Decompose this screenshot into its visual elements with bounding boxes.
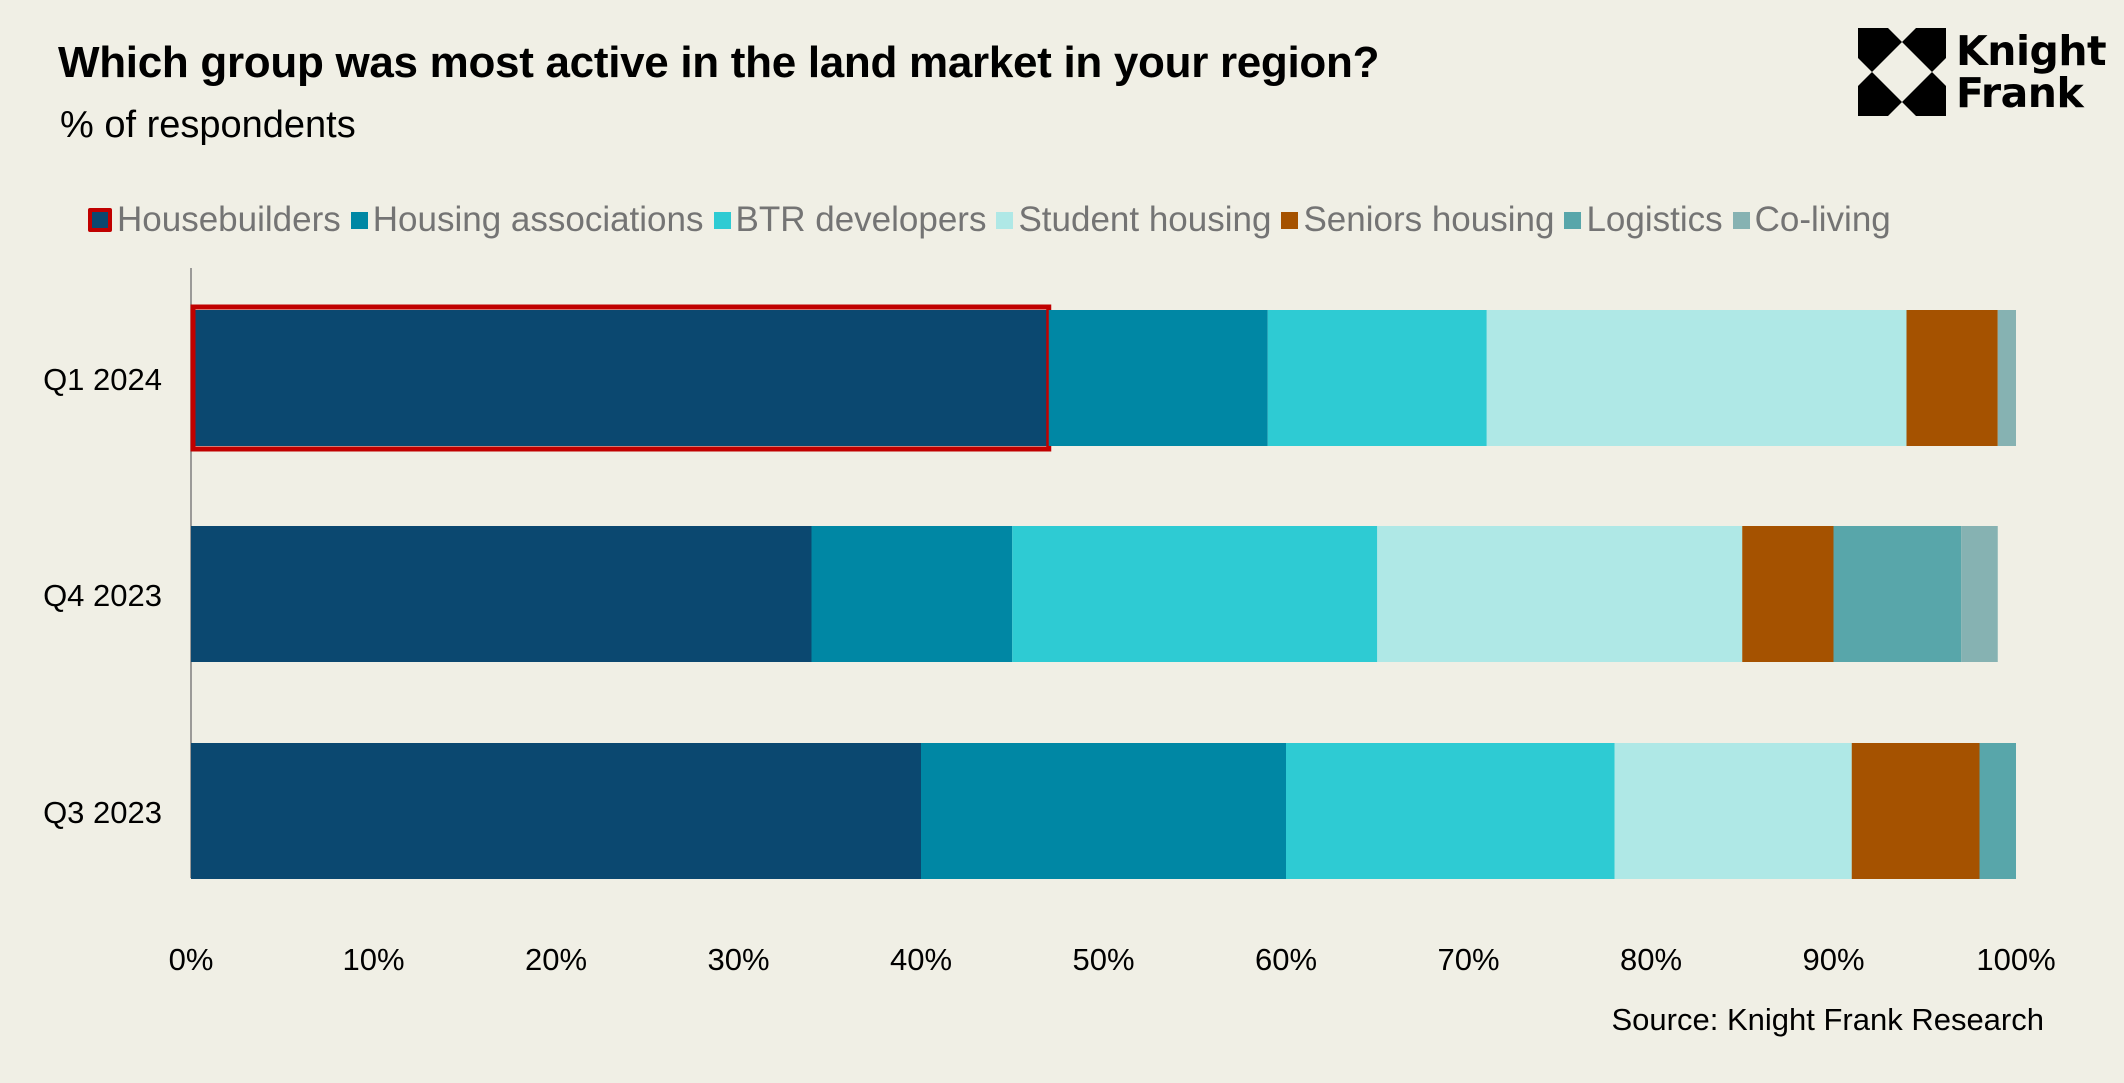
legend-label: Logistics [1586,200,1723,239]
bar-segment-student-housing-q1-2024 [1486,310,1907,446]
legend-swatch [1732,211,1750,229]
legend-item-student-housing[interactable]: Student housing [996,200,1271,240]
legend-label: Co-living [1754,200,1891,239]
bar-segment-housebuilders-q3-2023 [191,743,921,879]
y-tick-label: Q1 2024 [43,362,162,397]
chart-subtitle: % of respondents [60,104,356,146]
legend-swatch [996,211,1014,229]
bar-segment-logistics-q3-2023 [1979,743,2016,879]
legend-label: Housing associations [372,200,704,239]
logo-line-frank: Frank [1956,69,2084,117]
bar-segment-co-living-q4-2023 [1961,526,1998,662]
chart-title: Which group was most active in the land … [58,38,1380,87]
bar-segment-housebuilders-q1-2024 [191,310,1049,446]
bar-segment-seniors-housing-q1-2024 [1906,310,1998,446]
x-tick-label: 0% [169,942,214,977]
bar-segment-student-housing-q3-2023 [1614,743,1852,879]
legend-item-housebuilders[interactable]: Housebuilders [88,200,341,240]
x-tick-label: 10% [342,942,404,977]
legend-item-btr-developers[interactable]: BTR developers [713,200,987,240]
legend-swatch [713,211,731,229]
legend-swatch [1564,211,1582,229]
x-tick-label: 50% [1072,942,1134,977]
knight-frank-logo: Knight Frank [1858,27,2107,117]
bar-segment-seniors-housing-q4-2023 [1742,526,1834,662]
x-tick-label: 20% [525,942,587,977]
legend-label: Student housing [1018,200,1272,239]
stacked-bar-chart: Q1 2024 Q4 2023 Q3 2023 0% 10% 20% 30% 40% 50% 60… [43,268,2056,977]
x-tick-label: 70% [1437,942,1499,977]
bar-segment-housebuilders-q4-2023 [191,526,812,662]
legend-item-co-living[interactable]: Co-living [1732,200,1891,240]
legend-swatch [1281,211,1299,229]
bar-segment-btr-developers-q4-2023 [1012,526,1378,662]
legend-label: BTR developers [735,200,987,239]
bar-segment-btr-developers-q3-2023 [1286,743,1615,879]
legend-item-housing-associations[interactable]: Housing associations [350,200,704,240]
y-tick-label: Q4 2023 [43,578,162,613]
legend-item-logistics[interactable]: Logistics [1564,200,1723,240]
x-tick-label: 80% [1620,942,1682,977]
legend-item-seniors-housing[interactable]: Seniors housing [1281,200,1554,240]
bar-segment-housing-associations-q3-2023 [921,743,1286,879]
chart-legend: Housebuilders Housing associations BTR dev… [88,200,1901,240]
legend-swatch [350,211,368,229]
bar-segment-btr-developers-q1-2024 [1267,310,1487,446]
bar-segment-logistics-q4-2023 [1833,526,1962,662]
bar-segment-student-housing-q4-2023 [1377,526,1743,662]
logo-line-knight: Knight [1956,27,2107,75]
bar-segment-seniors-housing-q3-2023 [1851,743,1980,879]
legend-swatch [88,208,112,232]
knight-frank-logo-icon [1858,28,1946,116]
legend-label: Seniors housing [1303,200,1555,239]
y-tick-label: Q3 2023 [43,795,162,830]
bar-segment-co-living-q1-2024 [1997,310,2016,446]
x-tick-label: 30% [707,942,769,977]
logo-text: Knight Frank [1956,27,2107,117]
x-tick-label: 90% [1802,942,1864,977]
x-tick-label: 40% [890,942,952,977]
source-note: Source: Knight Frank Research [1611,1002,2045,1037]
x-tick-label: 60% [1255,942,1317,977]
bar-segment-housing-associations-q1-2024 [1048,310,1268,446]
x-tick-label: 100% [1976,942,2055,977]
legend-label: Housebuilders [117,200,341,239]
bar-segment-housing-associations-q4-2023 [811,526,1013,662]
